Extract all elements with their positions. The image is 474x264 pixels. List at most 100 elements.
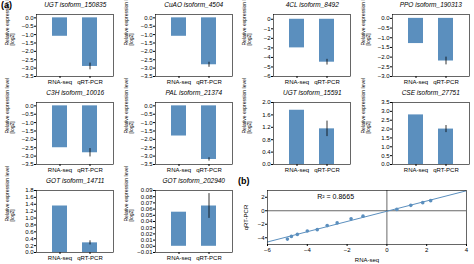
svg-text:RNA-seq: RNA-seq bbox=[48, 255, 72, 261]
svg-text:0: 0 bbox=[261, 208, 265, 214]
svg-text:qRT-PCR: qRT-PCR bbox=[196, 79, 222, 85]
svg-text:RNA-seq: RNA-seq bbox=[166, 79, 190, 85]
svg-text:1.8: 1.8 bbox=[25, 187, 34, 193]
svg-text:−1.0: −1.0 bbox=[377, 35, 390, 41]
svg-text:0.0: 0.0 bbox=[381, 161, 390, 167]
svg-text:−2.0: −2.0 bbox=[377, 54, 390, 60]
svg-text:1.2: 1.2 bbox=[25, 208, 34, 214]
svg-text:0.5: 0.5 bbox=[381, 153, 390, 159]
svg-text:−2.0: −2.0 bbox=[22, 136, 35, 142]
svg-text:0.0: 0.0 bbox=[144, 103, 153, 109]
svg-text:−1.5: −1.5 bbox=[22, 128, 35, 134]
svg-text:0.8: 0.8 bbox=[262, 137, 271, 143]
svg-text:−0.5: −0.5 bbox=[22, 111, 35, 117]
svg-text:−6: −6 bbox=[264, 247, 272, 253]
svg-text:−1.0: −1.0 bbox=[140, 32, 153, 38]
svg-text:0.6: 0.6 bbox=[25, 229, 34, 235]
svg-text:0.02: 0.02 bbox=[140, 231, 152, 237]
svg-text:−0.5: −0.5 bbox=[140, 23, 153, 29]
svg-text:RNA-seq: RNA-seq bbox=[166, 167, 190, 173]
svg-text:−3.0: −3.0 bbox=[22, 153, 35, 159]
svg-text:2.5: 2.5 bbox=[381, 117, 390, 123]
svg-text:−2.5: −2.5 bbox=[22, 57, 35, 63]
svg-text:qRT-PCR: qRT-PCR bbox=[77, 255, 103, 261]
svg-text:−1.0: −1.0 bbox=[22, 32, 35, 38]
svg-text:4: 4 bbox=[465, 247, 469, 253]
svg-text:−2.5: −2.5 bbox=[22, 145, 35, 151]
svg-text:0.0: 0.0 bbox=[25, 103, 34, 109]
svg-text:−3.5: −3.5 bbox=[140, 161, 153, 167]
svg-text:−0.5: −0.5 bbox=[140, 111, 153, 117]
svg-text:0.07: 0.07 bbox=[140, 200, 152, 206]
svg-text:−3.5: −3.5 bbox=[22, 161, 35, 167]
svg-text:2.0: 2.0 bbox=[381, 126, 390, 132]
svg-text:−3.0: −3.0 bbox=[140, 65, 153, 71]
svg-text:0.0: 0.0 bbox=[262, 161, 271, 167]
svg-text:0.4: 0.4 bbox=[262, 149, 271, 155]
svg-text:2.0: 2.0 bbox=[262, 99, 271, 105]
svg-text:0.4: 0.4 bbox=[25, 236, 34, 242]
svg-text:Relative expression level[log2: Relative expression level[log2] bbox=[4, 0, 16, 46]
svg-text:3.0: 3.0 bbox=[381, 108, 390, 114]
svg-text:0.0: 0.0 bbox=[25, 249, 34, 255]
svg-text:Relative expression level[log2: Relative expression level[log2] bbox=[4, 166, 16, 221]
svg-text:RNA-seq: RNA-seq bbox=[403, 79, 427, 85]
svg-text:−1.0: −1.0 bbox=[22, 120, 35, 126]
svg-text:qRT-PCR: qRT-PCR bbox=[314, 167, 340, 173]
svg-text:RNA-seq: RNA-seq bbox=[48, 167, 72, 173]
svg-text:−2: −2 bbox=[258, 221, 266, 227]
svg-text:−2.0: −2.0 bbox=[22, 48, 35, 54]
svg-text:qRT-PCR: qRT-PCR bbox=[196, 167, 222, 173]
svg-text:qRT-PCR: qRT-PCR bbox=[77, 79, 103, 85]
svg-text:−2.5: −2.5 bbox=[140, 57, 153, 63]
svg-text:−3.0: −3.0 bbox=[377, 73, 390, 79]
svg-text:1.2: 1.2 bbox=[262, 124, 271, 130]
svg-text:RNA-seq: RNA-seq bbox=[403, 167, 427, 173]
svg-text:RNA-seq: RNA-seq bbox=[48, 79, 72, 85]
svg-text:2: 2 bbox=[425, 247, 429, 253]
svg-text:−0.5: −0.5 bbox=[22, 23, 35, 29]
svg-text:Relative expression level[log2: Relative expression level[log2] bbox=[241, 78, 253, 133]
svg-text:−2.5: −2.5 bbox=[377, 64, 390, 70]
svg-text:−2: −2 bbox=[264, 35, 272, 41]
svg-text:−3.0: −3.0 bbox=[140, 153, 153, 159]
svg-text:−1: −1 bbox=[264, 26, 272, 32]
svg-text:0.04: 0.04 bbox=[140, 218, 152, 224]
svg-text:−1.5: −1.5 bbox=[377, 44, 390, 50]
svg-text:0.01: 0.01 bbox=[140, 237, 152, 243]
svg-text:1.0: 1.0 bbox=[25, 215, 34, 221]
svg-text:−3.5: −3.5 bbox=[22, 73, 35, 79]
svg-text:−3: −3 bbox=[264, 45, 272, 51]
svg-text:−2.0: −2.0 bbox=[140, 48, 153, 54]
svg-text:0.06: 0.06 bbox=[140, 206, 152, 212]
svg-text:1.0: 1.0 bbox=[381, 144, 390, 150]
svg-text:1.5: 1.5 bbox=[381, 135, 390, 141]
svg-text:RNA-seq: RNA-seq bbox=[355, 257, 379, 263]
svg-text:0: 0 bbox=[267, 16, 271, 22]
svg-text:RNA-seq: RNA-seq bbox=[285, 79, 309, 85]
svg-text:−1.0: −1.0 bbox=[140, 120, 153, 126]
svg-text:0.8: 0.8 bbox=[25, 222, 34, 228]
svg-text:Relative expression level[log2: Relative expression level[log2] bbox=[4, 78, 16, 133]
svg-text:0.00: 0.00 bbox=[140, 243, 152, 249]
svg-text:0.09: 0.09 bbox=[140, 187, 152, 193]
svg-text:Relative expression level[log2: Relative expression level[log2] bbox=[122, 166, 134, 221]
svg-text:0.0: 0.0 bbox=[25, 15, 34, 21]
svg-text:−0.01: −0.01 bbox=[137, 249, 153, 255]
svg-text:2: 2 bbox=[261, 194, 265, 200]
svg-text:1.6: 1.6 bbox=[262, 112, 271, 118]
svg-text:−4: −4 bbox=[258, 235, 266, 241]
svg-text:0.2: 0.2 bbox=[25, 243, 34, 249]
svg-text:Relative expression level[log2: Relative expression level[log2] bbox=[241, 0, 253, 46]
svg-text:RNA-seq: RNA-seq bbox=[166, 255, 190, 261]
svg-text:−4: −4 bbox=[304, 247, 312, 253]
svg-text:qRT-PCR: qRT-PCR bbox=[433, 167, 459, 173]
svg-text:qRT-PCR: qRT-PCR bbox=[314, 79, 340, 85]
svg-text:Relative expression level[log2: Relative expression level[log2] bbox=[122, 78, 134, 133]
svg-text:RNA-seq: RNA-seq bbox=[285, 167, 309, 173]
svg-text:0.0: 0.0 bbox=[144, 15, 153, 21]
svg-text:qRT-PCR: qRT-PCR bbox=[196, 255, 222, 261]
svg-text:−0.5: −0.5 bbox=[377, 25, 390, 31]
svg-text:−5: −5 bbox=[264, 64, 272, 70]
svg-text:0.08: 0.08 bbox=[140, 194, 152, 200]
